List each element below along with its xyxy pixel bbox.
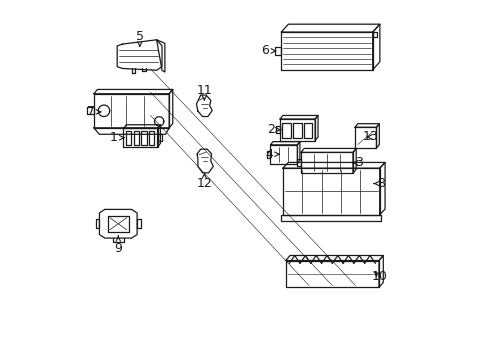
Text: 2: 2 [267, 123, 280, 136]
Text: 11: 11 [196, 84, 212, 100]
Text: 4: 4 [264, 148, 279, 161]
Text: 5: 5 [136, 30, 143, 46]
Text: 8: 8 [373, 177, 384, 190]
Text: 10: 10 [371, 270, 387, 283]
Text: 12: 12 [196, 174, 212, 190]
Text: 7: 7 [87, 105, 101, 118]
Text: 9: 9 [114, 236, 122, 255]
Text: 6: 6 [261, 44, 275, 57]
Text: 13: 13 [362, 130, 378, 144]
Text: 3: 3 [352, 156, 363, 169]
Text: 1: 1 [109, 131, 124, 144]
